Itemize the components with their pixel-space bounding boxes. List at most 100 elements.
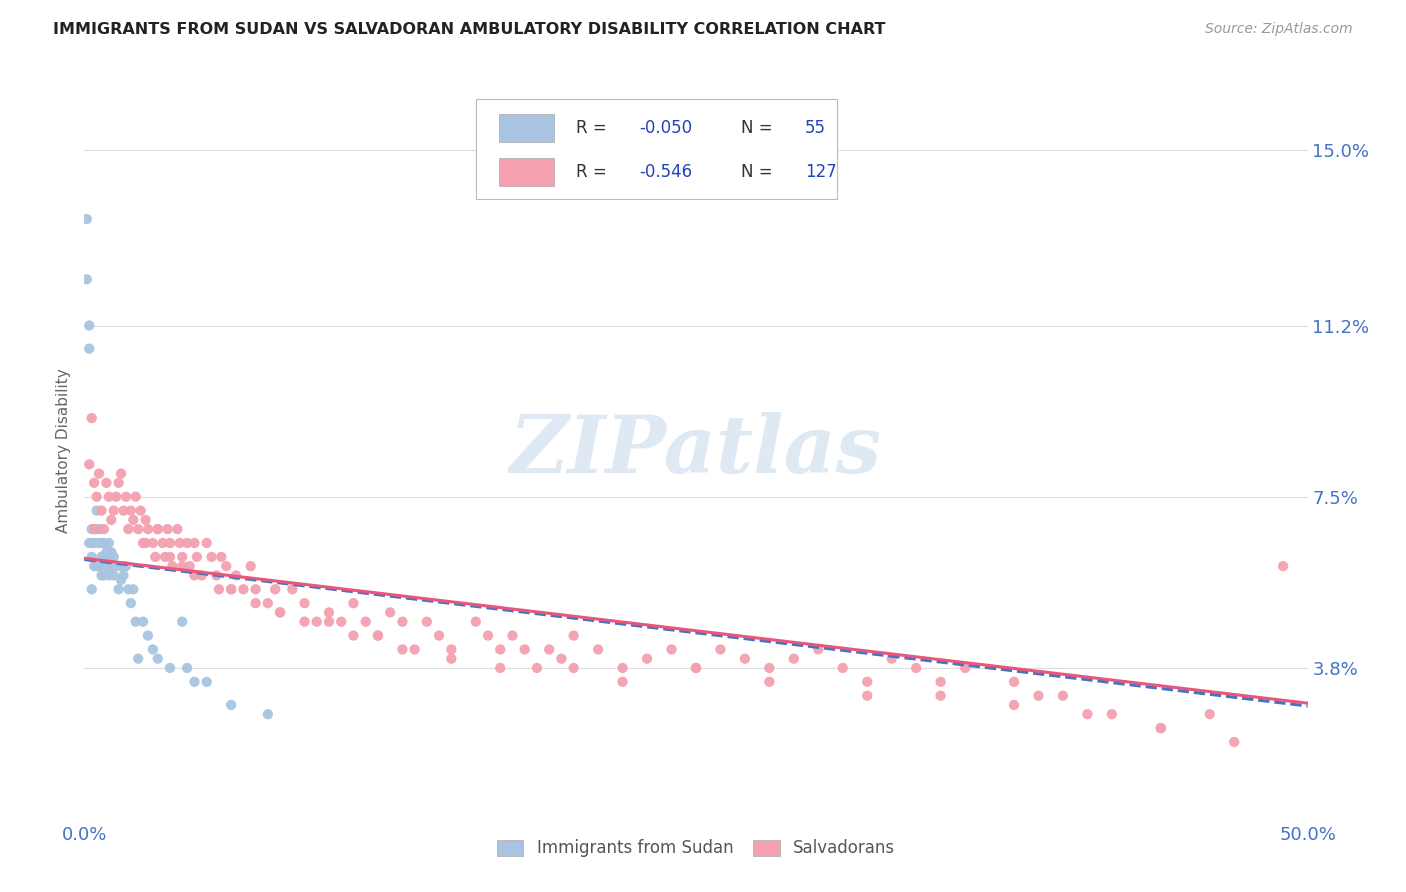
Point	[159, 536, 181, 550]
Point	[80, 522, 103, 536]
Point	[758, 661, 780, 675]
Point	[129, 503, 152, 517]
Point	[245, 582, 267, 597]
Point	[502, 629, 524, 643]
Point	[205, 568, 228, 582]
Point	[208, 582, 231, 597]
Point	[281, 582, 304, 597]
Text: R =: R =	[576, 163, 612, 181]
Point	[831, 661, 853, 675]
Point	[87, 522, 110, 536]
Point	[153, 549, 176, 564]
Point	[77, 458, 100, 472]
Point	[87, 536, 110, 550]
Point	[80, 582, 103, 597]
Point	[342, 596, 364, 610]
Point	[636, 651, 658, 665]
Point	[195, 674, 218, 689]
Point	[200, 549, 222, 564]
Point	[294, 596, 316, 610]
Point	[612, 661, 634, 675]
Point	[318, 615, 340, 629]
Point	[146, 522, 169, 536]
Text: ZIPatlas: ZIPatlas	[510, 412, 882, 489]
Point	[86, 490, 108, 504]
Point	[191, 568, 214, 582]
Point	[87, 467, 110, 481]
Point	[93, 536, 115, 550]
Point	[685, 661, 707, 675]
Point	[125, 490, 148, 504]
Point	[305, 615, 328, 629]
Point	[783, 651, 806, 665]
Text: N =: N =	[741, 163, 778, 181]
Point	[96, 475, 118, 490]
Point	[86, 503, 108, 517]
Point	[1101, 707, 1123, 722]
Point	[93, 568, 115, 582]
Point	[758, 674, 780, 689]
Point	[477, 629, 499, 643]
Point	[562, 661, 585, 675]
Point	[1150, 721, 1173, 735]
Point	[112, 503, 135, 517]
Point	[132, 615, 155, 629]
Point	[90, 549, 112, 564]
Point	[103, 549, 125, 564]
Point	[83, 475, 105, 490]
FancyBboxPatch shape	[475, 99, 837, 199]
Point	[86, 559, 108, 574]
Point	[142, 536, 165, 550]
Point	[562, 629, 585, 643]
Point	[342, 629, 364, 643]
Point	[107, 475, 129, 490]
Point	[367, 629, 389, 643]
Legend: Immigrants from Sudan, Salvadorans: Immigrants from Sudan, Salvadorans	[489, 833, 903, 864]
Point	[264, 582, 287, 597]
Point	[183, 674, 205, 689]
Point	[219, 698, 242, 712]
Point	[97, 549, 120, 564]
Point	[526, 661, 548, 675]
Point	[367, 629, 389, 643]
Point	[105, 490, 128, 504]
Point	[257, 707, 280, 722]
FancyBboxPatch shape	[499, 113, 554, 142]
Point	[169, 536, 191, 550]
Point	[172, 559, 194, 574]
Point	[146, 522, 169, 536]
Point	[120, 596, 142, 610]
Point	[80, 536, 103, 550]
Point	[856, 674, 879, 689]
Point	[269, 606, 291, 620]
Point	[427, 629, 450, 643]
Point	[219, 582, 242, 597]
Point	[90, 568, 112, 582]
Point	[110, 467, 132, 481]
Point	[76, 272, 98, 286]
Point	[77, 342, 100, 356]
Point	[122, 582, 145, 597]
Point	[122, 513, 145, 527]
Point	[183, 536, 205, 550]
Point	[127, 522, 149, 536]
Point	[83, 559, 105, 574]
Point	[136, 629, 159, 643]
Point	[110, 559, 132, 574]
Point	[880, 651, 903, 665]
Text: Source: ZipAtlas.com: Source: ZipAtlas.com	[1205, 22, 1353, 37]
Point	[215, 559, 238, 574]
Point	[1076, 707, 1098, 722]
Point	[661, 642, 683, 657]
Point	[176, 661, 198, 675]
Point	[232, 582, 254, 597]
Point	[80, 411, 103, 425]
Point	[107, 582, 129, 597]
Point	[96, 559, 118, 574]
Point	[115, 490, 138, 504]
Point	[96, 545, 118, 559]
Point	[127, 651, 149, 665]
Point	[83, 522, 105, 536]
Point	[77, 318, 100, 333]
Point	[77, 536, 100, 550]
